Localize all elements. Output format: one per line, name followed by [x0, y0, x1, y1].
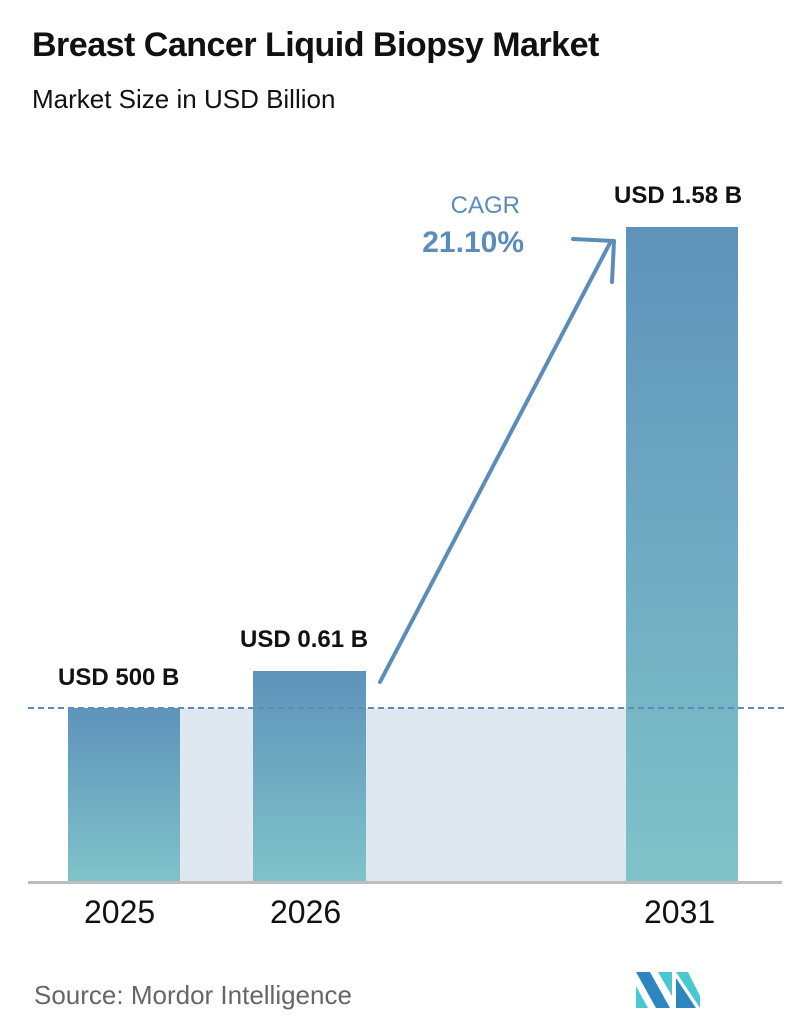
x-tick-2031: 2031 [644, 894, 716, 930]
value-label-2025: USD 500 B [58, 664, 180, 691]
bar-2026 [253, 671, 366, 882]
cagr-label: CAGR [450, 192, 520, 219]
bar-2025 [68, 708, 180, 882]
reference-dashed-line [28, 707, 784, 709]
cagr-value: 21.10% [422, 226, 524, 259]
x-tick-2025: 2025 [84, 894, 156, 930]
mordor-intelligence-logo-icon [636, 972, 700, 1008]
x-axis-line [28, 881, 782, 884]
chart-subtitle: Market Size in USD Billion [32, 84, 336, 114]
value-label-2031: USD 1.58 B [614, 182, 743, 209]
value-label-2026: USD 0.61 B [240, 626, 369, 653]
chart-title: Breast Cancer Liquid Biopsy Market [32, 26, 599, 64]
bar-2031 [626, 227, 738, 882]
x-tick-2026: 2026 [270, 894, 342, 930]
source-text: Source: Mordor Intelligence [34, 980, 352, 1010]
